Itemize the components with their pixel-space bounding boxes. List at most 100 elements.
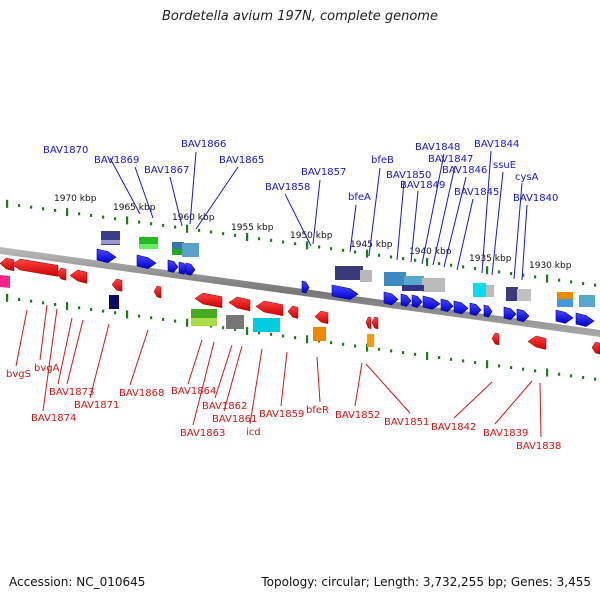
gene-label-bvgs[interactable]: bvgS xyxy=(6,369,31,380)
gene-label-bav1861[interactable]: BAV1861 xyxy=(212,414,257,425)
gene-label-bav1859[interactable]: BAV1859 xyxy=(259,409,304,420)
major-tick xyxy=(306,241,309,250)
forward-gene-arrow xyxy=(185,262,196,276)
gene-label-bav1851[interactable]: BAV1851 xyxy=(384,417,429,428)
minor-tick xyxy=(582,376,585,380)
gene-label-bav1863[interactable]: BAV1863 xyxy=(180,428,225,439)
forward-gene-arrow xyxy=(411,294,423,308)
feature-box xyxy=(182,243,199,257)
gene-label-bav1873[interactable]: BAV1873 xyxy=(49,387,94,398)
minor-tick xyxy=(174,319,177,323)
minor-tick xyxy=(498,364,501,368)
gene-label-bav1846[interactable]: BAV1846 xyxy=(442,165,487,176)
feature-box xyxy=(253,318,280,332)
leader-line xyxy=(453,381,493,419)
gene-label-bav1866[interactable]: BAV1866 xyxy=(181,139,226,150)
upper-tick-row xyxy=(6,199,597,287)
minor-tick xyxy=(474,267,477,271)
gene-label-bav1839[interactable]: BAV1839 xyxy=(483,428,528,439)
reverse-gene-arrow xyxy=(527,335,547,350)
minor-tick xyxy=(162,317,165,321)
minor-tick xyxy=(198,228,201,232)
forward-gene-arrow xyxy=(136,254,157,269)
minor-tick xyxy=(462,265,465,269)
leader-line xyxy=(368,167,381,257)
reverse-gene-arrow xyxy=(314,310,329,325)
minor-tick xyxy=(318,245,321,249)
scale-label: 1935 kbp xyxy=(469,254,512,264)
scale-label: 1955 kbp xyxy=(231,223,274,233)
scale-label: 1945 kbp xyxy=(350,240,393,250)
gene-label-bav1849[interactable]: BAV1849 xyxy=(400,180,445,191)
gene-label-bav1867[interactable]: BAV1867 xyxy=(144,165,189,176)
gene-label-bav1844[interactable]: BAV1844 xyxy=(474,139,519,150)
leader-line xyxy=(129,329,149,386)
minor-tick xyxy=(174,225,177,229)
forward-gene-arrow xyxy=(440,298,454,312)
gene-label-icd[interactable]: icd xyxy=(246,427,261,438)
gene-label-bav1868[interactable]: BAV1868 xyxy=(119,388,164,399)
feature-box xyxy=(191,318,217,326)
minor-tick xyxy=(462,359,465,363)
gene-label-bfea[interactable]: bfeA xyxy=(348,192,371,203)
minor-tick xyxy=(90,213,93,217)
minor-tick xyxy=(390,349,393,353)
leader-line xyxy=(410,190,419,263)
leader-line xyxy=(189,151,197,225)
major-tick xyxy=(126,310,129,319)
major-tick xyxy=(6,199,9,208)
feature-box xyxy=(486,285,494,297)
reverse-gene-arrow xyxy=(255,300,284,317)
gene-label-bav1871[interactable]: BAV1871 xyxy=(74,400,119,411)
minor-tick xyxy=(138,314,141,318)
minor-tick xyxy=(558,372,561,376)
leader-line xyxy=(284,193,312,247)
minor-tick xyxy=(558,278,561,282)
gene-label-bav1865[interactable]: BAV1865 xyxy=(219,155,264,166)
gene-label-bav1857[interactable]: BAV1857 xyxy=(301,167,346,178)
minor-tick xyxy=(414,352,417,356)
gene-label-bav1850[interactable]: BAV1850 xyxy=(386,170,431,181)
gene-label-ssue[interactable]: ssuE xyxy=(493,160,516,171)
minor-tick xyxy=(18,297,21,301)
gene-label-bav1838[interactable]: BAV1838 xyxy=(516,441,561,452)
gene-label-bfer[interactable]: bfeR xyxy=(306,405,329,416)
gene-label-bvga[interactable]: bvgA xyxy=(34,363,60,374)
feature-box xyxy=(422,278,445,292)
gene-label-bav1840[interactable]: BAV1840 xyxy=(513,193,558,204)
gene-label-bav1845[interactable]: BAV1845 xyxy=(454,187,499,198)
forward-gene-arrow xyxy=(516,308,530,322)
feature-box xyxy=(172,242,184,249)
feature-box xyxy=(367,334,374,347)
major-tick xyxy=(6,293,9,302)
gene-label-bav1858[interactable]: BAV1858 xyxy=(265,182,310,193)
gene-label-cysa[interactable]: cysA xyxy=(515,172,539,183)
leader-line xyxy=(421,153,445,265)
gene-label-bav1874[interactable]: BAV1874 xyxy=(31,413,76,424)
gene-label-bav1870[interactable]: BAV1870 xyxy=(43,145,88,156)
forward-gene-arrow xyxy=(469,302,482,316)
minor-tick xyxy=(402,257,405,261)
gene-label-bav1848[interactable]: BAV1848 xyxy=(415,142,460,153)
gene-label-bav1847[interactable]: BAV1847 xyxy=(428,154,473,165)
minor-tick xyxy=(258,237,261,241)
gene-label-bav1869[interactable]: BAV1869 xyxy=(94,155,139,166)
reverse-gene-arrow xyxy=(153,285,162,299)
minor-tick xyxy=(282,240,285,244)
reverse-gene-labels: bvgS bvgA BAV1874 BAV1873 BAV1871 BAV186… xyxy=(6,363,561,452)
gene-label-bfeb[interactable]: bfeB xyxy=(371,155,394,166)
leader-line xyxy=(66,319,84,385)
minor-tick xyxy=(258,331,261,335)
feature-box xyxy=(557,292,573,300)
scale-labels: 1970 kbp 1965 kbp 1960 kbp 1955 kbp 1950… xyxy=(54,194,572,271)
major-tick xyxy=(306,335,309,344)
gene-label-bav1862[interactable]: BAV1862 xyxy=(202,401,247,412)
major-tick xyxy=(486,266,489,275)
gene-label-bav1842[interactable]: BAV1842 xyxy=(431,422,476,433)
major-tick xyxy=(186,318,189,327)
leader-line xyxy=(432,165,456,266)
gene-label-bav1852[interactable]: BAV1852 xyxy=(335,410,380,421)
minor-tick xyxy=(378,253,381,257)
gene-label-bav1864[interactable]: BAV1864 xyxy=(171,386,216,397)
forward-gene-arrow xyxy=(96,248,117,263)
